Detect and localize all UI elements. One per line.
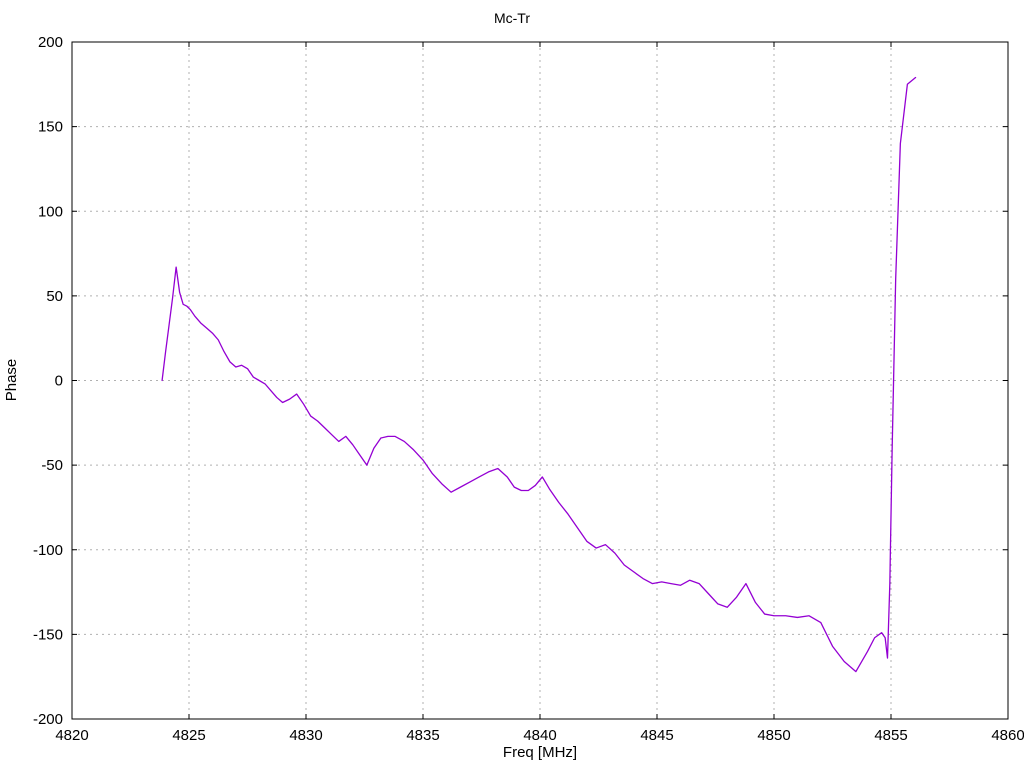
y-tick-label: 0 (55, 373, 63, 390)
x-axis-title: Freq [MHz] (503, 744, 577, 761)
x-tick-label: 4835 (406, 727, 439, 744)
y-tick-label: 150 (38, 119, 63, 136)
y-tick-label: 100 (38, 203, 63, 220)
grid-lines (72, 42, 1008, 719)
x-tick-label: 4860 (991, 727, 1024, 744)
y-tick-label: -50 (41, 457, 63, 474)
x-tick-labels: 4820 4825 4830 4835 4840 4845 4850 4855 4860 (55, 727, 1024, 744)
y-tick-label: 50 (46, 288, 63, 305)
x-tick-label: 4830 (289, 727, 322, 744)
y-tick-label: -200 (33, 711, 63, 728)
chart-title: Mc-Tr (494, 10, 530, 26)
x-tick-label: 4845 (640, 727, 673, 744)
series-line-0 (161, 76, 917, 673)
x-tick-label: 4825 (172, 727, 205, 744)
x-tick-label: 4820 (55, 727, 88, 744)
x-tick-label: 4850 (757, 727, 790, 744)
data-series (161, 76, 917, 673)
y-tick-label: -150 (33, 626, 63, 643)
y-axis-title: Phase (3, 359, 20, 402)
x-tick-label: 4855 (874, 727, 907, 744)
y-tick-label: 200 (38, 34, 63, 51)
y-tick-label: -100 (33, 542, 63, 559)
y-tick-labels: -200 -150 -100 -50 0 50 100 150 200 (33, 34, 63, 728)
tick-marks (71, 41, 1009, 720)
x-tick-label: 4840 (523, 727, 556, 744)
